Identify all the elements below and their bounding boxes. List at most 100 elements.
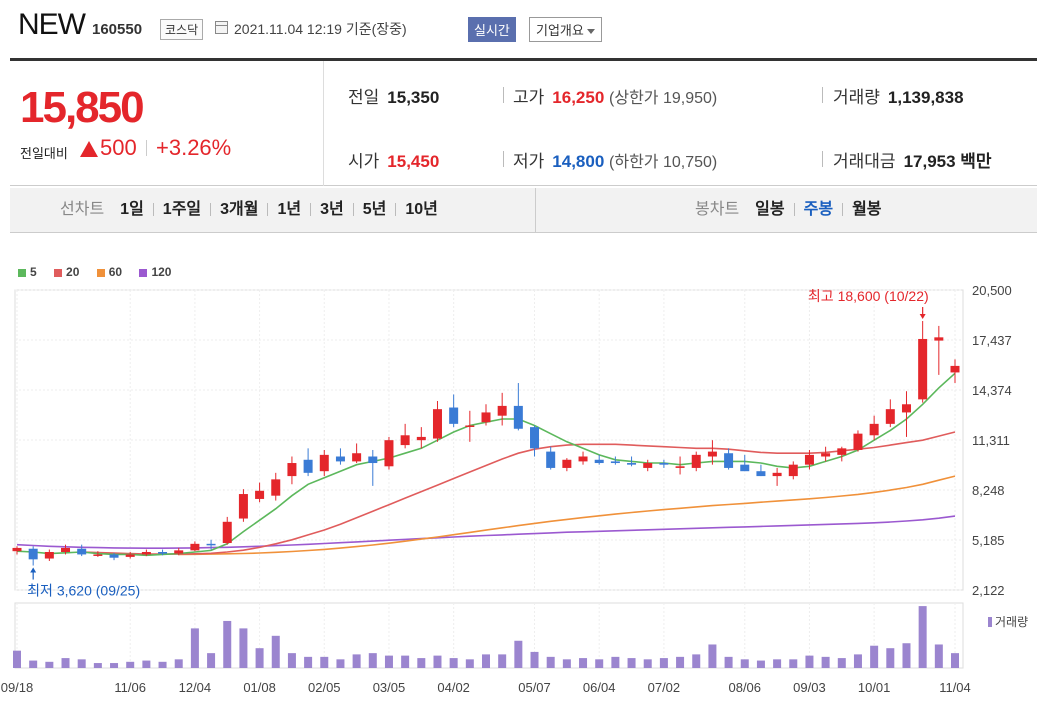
volume-bar (417, 658, 426, 668)
candle-body (837, 448, 847, 455)
change-percent: +3.26% (156, 135, 232, 160)
volume: 거래량 1,139,838 (833, 83, 964, 108)
candle-body (109, 554, 119, 558)
candle-body (740, 464, 750, 472)
legend-ma20: 20 (54, 265, 79, 279)
high-label: 고가 (513, 88, 545, 107)
y-tick-label: 2,122 (972, 583, 1005, 598)
tab-daily[interactable]: 일봉 (755, 201, 785, 218)
volume-bar (336, 659, 345, 668)
candle-body (821, 453, 831, 457)
tab-3m[interactable]: 3개월 (220, 201, 259, 218)
company-overview-dropdown[interactable]: 기업개요 (529, 17, 602, 42)
divider (503, 87, 504, 103)
candle-body (141, 551, 151, 555)
volume-bar (595, 659, 604, 668)
volume-bar (287, 653, 296, 668)
change-amount: 500 (100, 135, 137, 160)
candle-body (432, 409, 442, 439)
y-tick-label: 11,311 (972, 433, 1010, 448)
volume-bar (142, 660, 151, 668)
candle-body (319, 454, 329, 472)
volume-bar (320, 656, 329, 668)
volume-bar (498, 654, 507, 668)
tab-1w[interactable]: 1주일 (162, 201, 202, 218)
realtime-button[interactable]: 실시간 (468, 17, 516, 42)
x-tick-label: 02/05 (308, 680, 341, 695)
volume-bar (708, 644, 717, 668)
volume-bar (676, 656, 685, 668)
x-tick-label: 06/04 (583, 680, 616, 695)
candle-body (643, 463, 653, 468)
y-tick-label: 14,374 (972, 383, 1012, 398)
tab-5y[interactable]: 5년 (362, 201, 387, 218)
candle-body (659, 463, 669, 465)
volume-bar (255, 648, 264, 668)
candle-body (125, 554, 135, 557)
volume-bar (304, 656, 313, 668)
volume-bar (530, 651, 539, 668)
prev-close-label: 전일 (348, 88, 380, 107)
high-arrow-head (919, 314, 926, 320)
tab-10y[interactable]: 10년 (405, 201, 438, 218)
x-tick-label: 05/07 (518, 680, 551, 695)
open-label: 시가 (348, 152, 380, 171)
candle-body (756, 471, 766, 477)
volume-bar (627, 658, 636, 668)
x-tick-label: 09/18 (1, 680, 34, 695)
volume-bar (853, 654, 862, 668)
tab-3y[interactable]: 3년 (320, 201, 344, 218)
tab-1y[interactable]: 1년 (277, 201, 302, 218)
legend-swatch (96, 268, 105, 277)
y-tick-label: 5,185 (972, 533, 1005, 548)
candle-body (368, 456, 378, 464)
chevron-down-icon (586, 29, 595, 35)
company-overview-label: 기업개요 (536, 23, 584, 38)
candle-body (44, 551, 54, 559)
volume-bar (902, 643, 911, 668)
volume-bar (61, 658, 70, 668)
tab-weekly[interactable]: 주봉 (803, 201, 834, 218)
candle-body (287, 463, 297, 477)
volume-bar (773, 659, 782, 668)
high-price: 고가 16,250 (상한가 19,950) (513, 83, 717, 108)
candle-body (869, 423, 879, 436)
lower-limit: (하한가 10,750) (609, 154, 718, 171)
weekly-candlestick-chart[interactable]: 20,500 17,437 14,374 11,311 8,248 5,185 2,122 0… (0, 255, 1037, 707)
volume-bar (546, 656, 555, 668)
ma60-line (178, 475, 956, 556)
chart-period-tabs: 선차트 1일 1주일 3개월 1년 3년 5년 10년 봉차트 일봉 주봉 월봉 (10, 188, 1037, 233)
volume-bar (562, 659, 571, 668)
candle-body (416, 436, 426, 441)
line-chart-tabs: 선차트 1일 1주일 3개월 1년 3년 5년 10년 (60, 188, 438, 232)
tab-monthly[interactable]: 월봉 (852, 201, 882, 218)
divider (822, 87, 823, 103)
candle-body (271, 479, 281, 496)
volume-bar (837, 658, 846, 668)
candle-body (724, 453, 734, 468)
volume-bar (45, 661, 54, 668)
candle-body (594, 459, 604, 464)
tab-1d[interactable]: 1일 (120, 201, 144, 218)
legend-swatch (54, 268, 63, 277)
volume-bar (126, 661, 135, 668)
candle-body (804, 454, 814, 465)
volume-label: 거래량 (833, 88, 880, 107)
volume-bar (352, 654, 361, 668)
candle-body (449, 407, 459, 424)
high-annotation: 최고 18,600 (10/22) (808, 288, 929, 304)
candle-body (222, 521, 232, 544)
candle-body (513, 405, 523, 429)
candle-body (384, 440, 394, 467)
volume-bar (692, 654, 701, 668)
volume-label: 거래량 (995, 615, 1028, 629)
volume-bar (271, 635, 280, 668)
volume-legend-swatch (988, 617, 992, 627)
candle-body (238, 494, 248, 519)
candle-body (335, 456, 345, 462)
prev-close-value: 15,350 (387, 88, 440, 107)
legend-swatch (139, 268, 148, 277)
title-bar: NEW 160550 코스닥 2021.11.04 12:19 기준(장중) 실… (0, 0, 1037, 56)
candle-body (675, 466, 685, 468)
candle-chart-label: 봉차트 (695, 201, 740, 218)
